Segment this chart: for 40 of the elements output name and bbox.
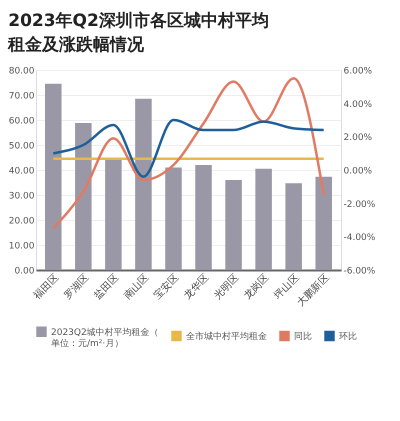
y-tick-label: 20.00 xyxy=(8,216,35,226)
y-tick-label: 0.00 xyxy=(14,266,35,276)
x-tick-label: 宝安区 xyxy=(152,272,182,302)
y2-tick-label: -4.00% xyxy=(344,233,376,244)
line-series xyxy=(52,118,325,178)
bar xyxy=(165,168,182,270)
x-tick-label: 南山区 xyxy=(122,272,152,302)
y-tick-label: 60.00 xyxy=(8,116,35,126)
y-tick-label: 40.00 xyxy=(8,166,35,176)
bar xyxy=(135,98,152,270)
bar xyxy=(285,183,302,270)
x-tick-label: 盐田区 xyxy=(91,272,122,302)
legend-label: 2023Q2城中村平均租金（单位：元/m²·月） xyxy=(51,326,159,349)
y-tick-label: 70.00 xyxy=(8,92,35,102)
y-tick-label: 80.00 xyxy=(8,66,35,76)
bar xyxy=(45,84,62,270)
bar xyxy=(195,165,212,270)
chart-title: 2023年Q2深圳市各区城中村平均租金及涨跌幅情况 xyxy=(7,11,269,55)
line-series xyxy=(52,77,325,230)
x-tick-label: 龙岗区 xyxy=(242,272,272,302)
bar xyxy=(105,160,122,270)
y2-tick-label: 4.00% xyxy=(344,100,373,110)
bar xyxy=(225,180,242,270)
x-tick-label: 龙华区 xyxy=(182,272,212,302)
y2-tick-label: 2.00% xyxy=(344,133,373,144)
legend-label: 同比 xyxy=(294,331,312,342)
legend-label: 全市城中村平均租金 xyxy=(186,331,267,342)
bar xyxy=(315,176,332,270)
legend-label: 环比 xyxy=(339,331,357,342)
y-tick-label: 30.00 xyxy=(8,192,35,202)
y2-tick-label: 6.00% xyxy=(344,66,373,76)
y2-tick-label: -6.00% xyxy=(344,266,376,276)
y2-tick-label: 0.00% xyxy=(344,166,373,176)
y-tick-label: 10.00 xyxy=(8,242,35,252)
x-tick-label: 罗湖区 xyxy=(61,272,92,302)
bar xyxy=(255,168,272,270)
x-tick-label: 光明区 xyxy=(212,272,242,302)
bar xyxy=(75,123,92,270)
y-tick-label: 50.00 xyxy=(8,142,35,152)
y2-tick-label: -2.00% xyxy=(344,200,376,210)
